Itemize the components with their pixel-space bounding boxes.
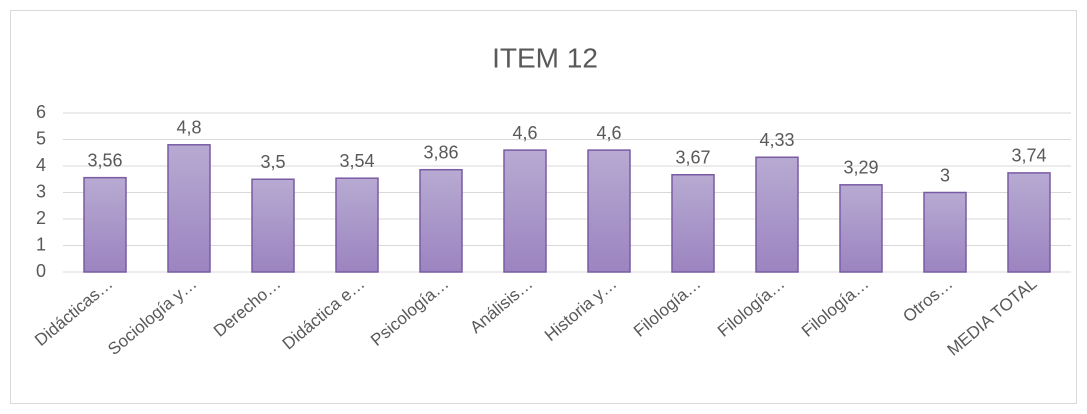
value-label: 3,86 xyxy=(423,142,458,162)
y-tick-label: 1 xyxy=(36,234,46,254)
bar xyxy=(167,144,211,273)
value-label: 4,33 xyxy=(759,130,794,150)
bar xyxy=(839,184,883,273)
y-tick-label: 4 xyxy=(36,155,46,175)
value-label: 3 xyxy=(940,165,950,185)
chart-title: ITEM 12 xyxy=(492,42,598,73)
value-label: 4,6 xyxy=(512,123,537,143)
value-label: 4,6 xyxy=(596,123,621,143)
y-tick-label: 6 xyxy=(36,102,46,122)
bar xyxy=(587,149,631,273)
value-label: 3,56 xyxy=(87,150,122,170)
value-label: 3,29 xyxy=(843,158,878,178)
bar xyxy=(503,149,547,273)
value-label: 3,74 xyxy=(1011,146,1046,166)
y-tick-label: 3 xyxy=(36,181,46,201)
bar xyxy=(83,176,127,273)
value-label: 3,54 xyxy=(339,151,374,171)
y-tick-label: 5 xyxy=(36,128,46,148)
value-label: 3,5 xyxy=(260,152,285,172)
bar xyxy=(755,156,799,273)
value-label: 4,8 xyxy=(176,118,201,138)
y-tick-label: 0 xyxy=(36,261,46,281)
bar xyxy=(923,191,967,273)
bar xyxy=(671,173,715,273)
bar xyxy=(419,168,463,273)
bar xyxy=(335,177,379,273)
bar xyxy=(1007,172,1051,273)
bar xyxy=(251,178,295,273)
value-label: 3,67 xyxy=(675,147,710,167)
y-tick-label: 2 xyxy=(36,208,46,228)
